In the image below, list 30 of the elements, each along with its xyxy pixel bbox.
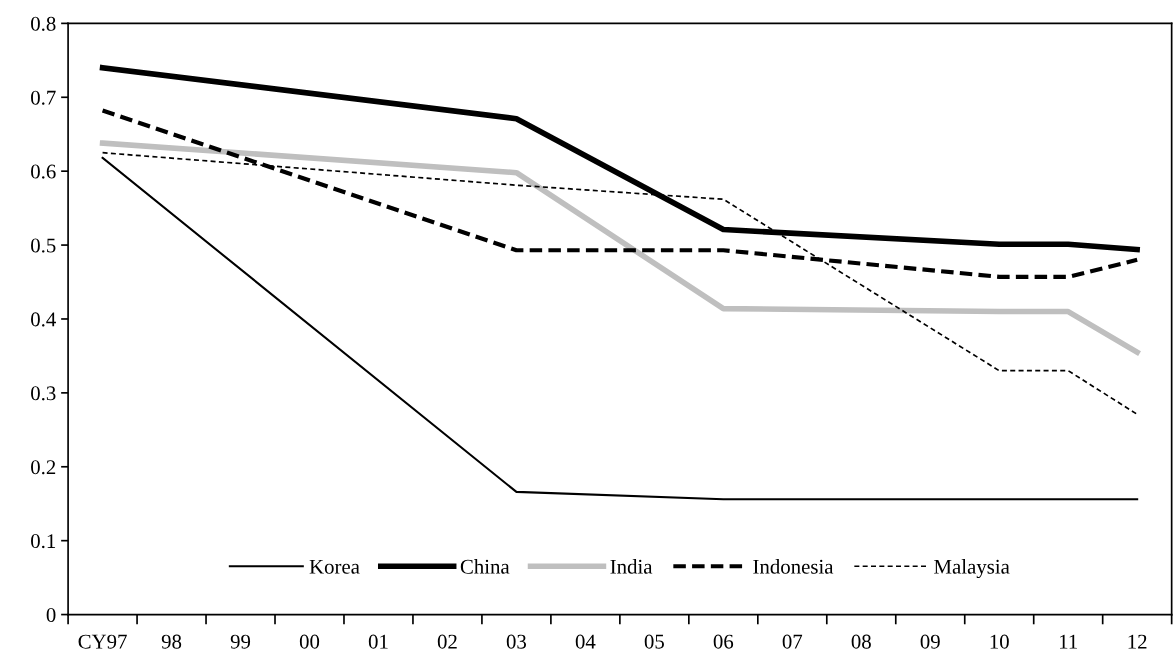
y-tick-label: 0.3 [31, 386, 56, 401]
y-tick-label: 0.8 [31, 16, 56, 31]
x-tick-label: 06 [713, 634, 734, 649]
x-tick-label: 01 [368, 634, 388, 649]
y-tick-label: 0.5 [31, 238, 56, 253]
x-tick-label: 03 [506, 634, 527, 649]
y-tick-label: 0.1 [31, 534, 56, 549]
x-tick-label: 99 [230, 634, 251, 649]
x-tick-label: 09 [920, 634, 940, 649]
x-tick-label: 08 [851, 634, 871, 649]
x-tick-label: 98 [161, 634, 182, 649]
x-tick-label: 12 [1128, 634, 1147, 649]
x-tick-label: 11 [1060, 634, 1077, 649]
x-tick-label: 00 [299, 634, 320, 649]
x-tick-label: 10 [990, 634, 1009, 649]
x-tick-label: 04 [575, 634, 596, 649]
legend-label: Indonesia [753, 559, 834, 574]
legend-label: China [460, 559, 510, 574]
x-tick-label: 02 [437, 634, 457, 649]
x-tick-label: 07 [782, 634, 803, 649]
y-tick-label: 0.6 [31, 164, 56, 179]
y-tick-label: 0.7 [31, 90, 56, 105]
legend-label: India [610, 559, 653, 574]
x-tick-label: 05 [644, 634, 664, 649]
x-tick-label: CY97 [78, 634, 127, 649]
y-tick-label: 0.2 [31, 460, 56, 475]
y-tick-label: 0 [46, 607, 56, 622]
legend-label: Malaysia [934, 559, 1010, 579]
legend-label: Korea [309, 559, 360, 574]
y-tick-label: 0.4 [31, 312, 56, 327]
